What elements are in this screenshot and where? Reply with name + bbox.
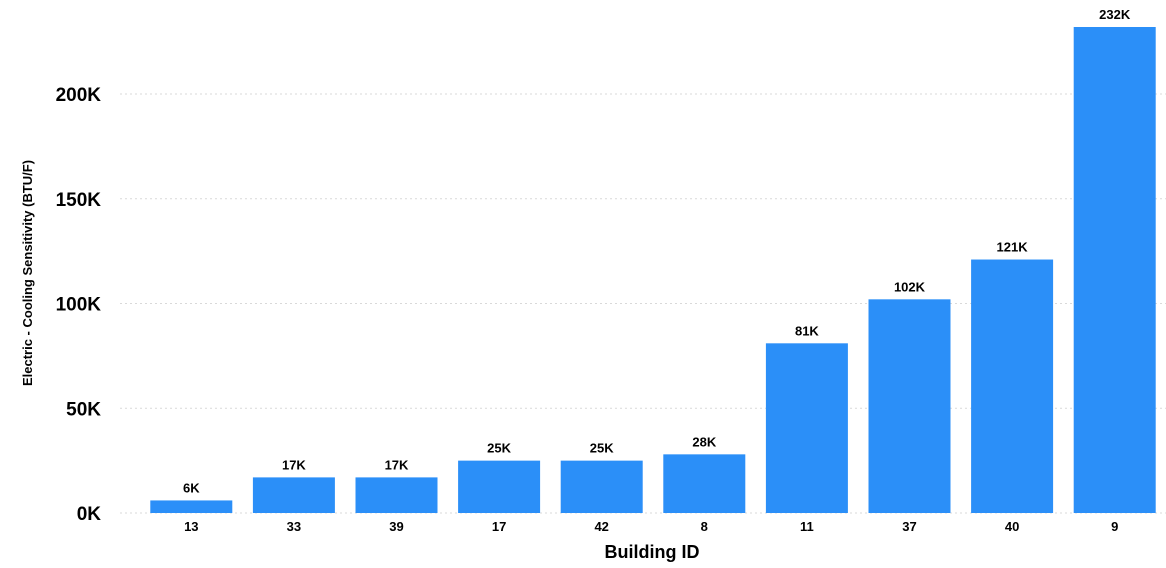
data-label: 25K bbox=[590, 441, 614, 456]
x-tick-label: 17 bbox=[492, 519, 506, 534]
x-tick-label: 33 bbox=[287, 519, 301, 534]
bar bbox=[868, 299, 951, 513]
x-tick-label: 40 bbox=[1005, 519, 1019, 534]
data-label: 28K bbox=[692, 434, 716, 449]
bar bbox=[458, 460, 541, 513]
bar bbox=[252, 477, 335, 513]
y-tick-label: 200K bbox=[56, 85, 102, 106]
y-tick-label: 0K bbox=[77, 504, 102, 525]
bar bbox=[1073, 27, 1156, 513]
bar bbox=[663, 454, 746, 513]
bars bbox=[150, 27, 1156, 513]
data-label: 17K bbox=[385, 457, 409, 472]
x-tick-label: 8 bbox=[701, 519, 708, 534]
bar bbox=[560, 460, 643, 513]
x-axis-ticks: 13 33 39 17 42 8 11 37 40 9 bbox=[184, 519, 1118, 534]
x-tick-label: 37 bbox=[902, 519, 916, 534]
y-tick-label: 150K bbox=[56, 190, 102, 211]
x-tick-label: 11 bbox=[800, 519, 814, 534]
data-label: 6K bbox=[183, 480, 200, 495]
data-label: 121K bbox=[997, 240, 1029, 255]
x-tick-label: 9 bbox=[1111, 519, 1118, 534]
y-axis-title: Electric - Cooling Sensitivity (BTU/F) bbox=[20, 160, 35, 386]
x-axis-title: Building ID bbox=[605, 542, 700, 562]
data-label: 81K bbox=[795, 323, 819, 338]
x-tick-label: 42 bbox=[594, 519, 608, 534]
data-label: 25K bbox=[487, 441, 511, 456]
data-labels: 6K 17K 17K 25K 25K 28K 81K 102K 121K 232K bbox=[183, 7, 1131, 495]
bar bbox=[971, 259, 1054, 513]
y-axis-ticks: 0K 50K 100K 150K 200K bbox=[56, 85, 102, 525]
data-label: 232K bbox=[1099, 7, 1131, 22]
data-label: 17K bbox=[282, 457, 306, 472]
x-tick-label: 13 bbox=[184, 519, 198, 534]
bar bbox=[355, 477, 438, 513]
bar bbox=[765, 343, 848, 513]
bar bbox=[150, 500, 233, 513]
x-tick-label: 39 bbox=[389, 519, 403, 534]
data-label: 102K bbox=[894, 279, 926, 294]
y-tick-label: 50K bbox=[66, 399, 101, 420]
y-tick-label: 100K bbox=[56, 295, 102, 316]
